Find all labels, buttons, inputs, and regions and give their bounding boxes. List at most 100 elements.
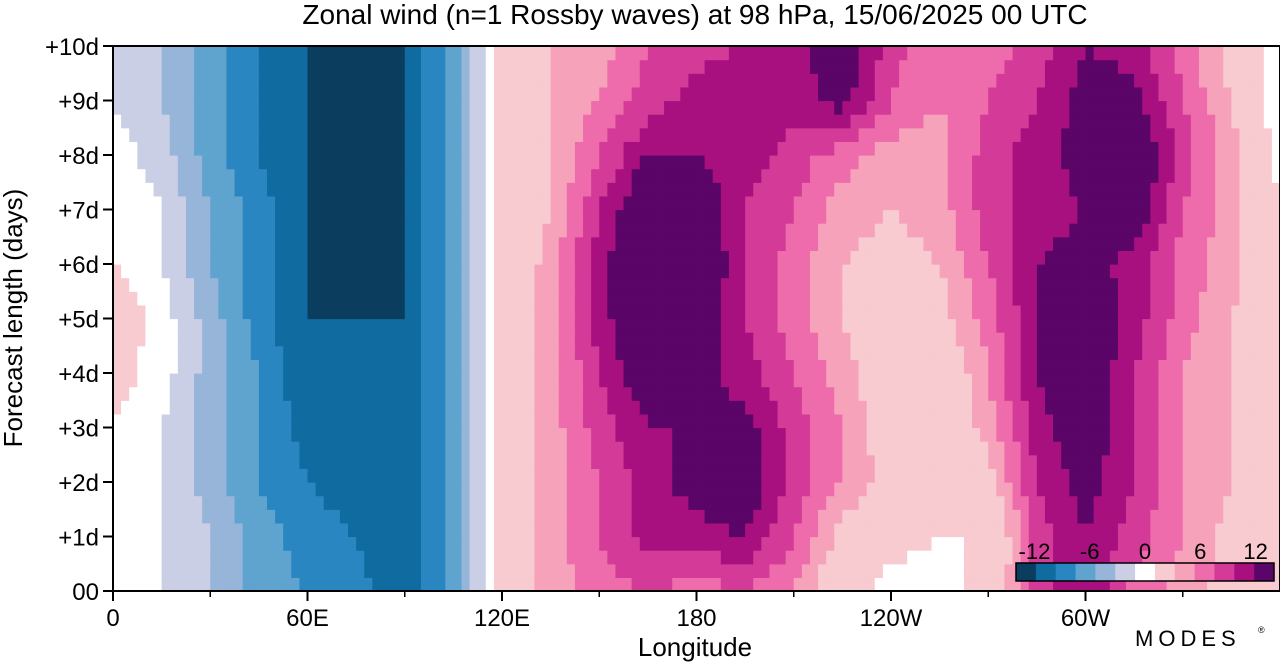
- contour-cell: [858, 195, 868, 211]
- contour-cell: [1061, 454, 1070, 469]
- contour-cell: [607, 236, 617, 251]
- contour-cell: [1093, 359, 1103, 374]
- contour-cell: [275, 495, 284, 510]
- contour-cell: [793, 168, 803, 183]
- contour-cell: [1044, 386, 1054, 401]
- contour-cell: [218, 250, 228, 265]
- contour-cell: [688, 304, 698, 320]
- contour-cell: [980, 413, 989, 429]
- contour-cell: [915, 291, 925, 306]
- contour-cell: [404, 223, 414, 238]
- contour-cell: [1142, 373, 1151, 388]
- contour-cell: [323, 209, 333, 224]
- contour-cell: [1223, 427, 1232, 442]
- contour-cell: [939, 318, 949, 333]
- contour-cell: [250, 168, 260, 183]
- contour-cell: [412, 155, 422, 170]
- contour-cell: [680, 318, 689, 333]
- contour-cell: [1215, 223, 1224, 238]
- contour-cell: [631, 509, 641, 524]
- contour-cell: [745, 454, 754, 469]
- contour-cell: [283, 427, 292, 442]
- contour-cell: [299, 209, 309, 224]
- contour-cell: [266, 577, 276, 591]
- contour-cell: [615, 482, 625, 497]
- contour-cell: [210, 468, 219, 483]
- contour-cell: [858, 413, 868, 429]
- contour-cell: [615, 563, 625, 578]
- contour-cell: [996, 468, 1006, 483]
- contour-cell: [931, 250, 941, 265]
- contour-cell: [980, 304, 989, 320]
- contour-cell: [283, 495, 292, 510]
- contour-cell: [266, 168, 276, 183]
- contour-cell: [518, 386, 527, 401]
- contour-cell: [429, 413, 438, 429]
- contour-cell: [882, 495, 892, 510]
- contour-cell: [858, 577, 868, 591]
- contour-cell: [550, 195, 560, 211]
- contour-cell: [785, 141, 795, 156]
- contour-cell: [672, 155, 681, 170]
- contour-cell: [542, 195, 552, 211]
- contour-cell: [826, 155, 835, 170]
- contour-cell: [348, 577, 357, 591]
- contour-cell: [323, 400, 333, 415]
- contour-cell: [566, 522, 576, 538]
- contour-cell: [655, 468, 665, 483]
- contour-cell: [761, 155, 771, 170]
- contour-cell: [250, 468, 260, 483]
- contour-cell: [161, 114, 171, 129]
- contour-cell: [1044, 468, 1054, 483]
- contour-cell: [1223, 345, 1232, 360]
- contour-cell: [566, 195, 576, 211]
- contour-cell: [1255, 386, 1265, 401]
- contour-cell: [826, 223, 835, 238]
- contour-cell: [194, 454, 203, 469]
- contour-cell: [1207, 345, 1216, 360]
- contour-cell: [1198, 413, 1208, 429]
- contour-cell: [194, 536, 203, 551]
- contour-cell: [1150, 577, 1160, 591]
- contour-cell: [1231, 427, 1241, 442]
- contour-cell: [963, 373, 973, 388]
- contour-cell: [891, 577, 900, 591]
- contour-cell: [1061, 332, 1070, 347]
- contour-cell: [275, 413, 284, 429]
- contour-cell: [1158, 373, 1168, 388]
- contour-cell: [1150, 127, 1160, 142]
- contour-cell: [153, 291, 163, 306]
- contour-cell: [793, 264, 803, 279]
- contour-cell: [542, 550, 552, 565]
- contour-cell: [899, 427, 908, 442]
- contour-cell: [364, 291, 373, 306]
- contour-cell: [242, 509, 252, 524]
- contour-cell: [704, 155, 714, 170]
- contour-cell: [583, 536, 592, 551]
- contour-cell: [574, 223, 584, 238]
- contour-cell: [1271, 454, 1280, 469]
- contour-cell: [469, 509, 479, 524]
- contour-cell: [1117, 195, 1127, 211]
- contour-cell: [793, 536, 803, 551]
- contour-cell: [1158, 141, 1168, 156]
- contour-cell: [121, 441, 130, 456]
- contour-cell: [299, 427, 309, 442]
- contour-cell: [348, 291, 357, 306]
- contour-cell: [591, 495, 600, 510]
- contour-cell: [1061, 482, 1070, 497]
- contour-cell: [445, 359, 454, 374]
- contour-cell: [137, 304, 147, 320]
- contour-cell: [380, 182, 390, 197]
- contour-cell: [218, 277, 228, 292]
- contour-cell: [818, 482, 827, 497]
- contour-cell: [185, 359, 195, 374]
- contour-cell: [420, 536, 430, 551]
- contour-cell: [315, 495, 325, 510]
- contour-cell: [955, 318, 965, 333]
- contour-cell: [1215, 359, 1224, 374]
- contour-cell: [364, 332, 373, 347]
- contour-cell: [931, 291, 941, 306]
- contour-cell: [664, 345, 673, 360]
- contour-cell: [412, 250, 422, 265]
